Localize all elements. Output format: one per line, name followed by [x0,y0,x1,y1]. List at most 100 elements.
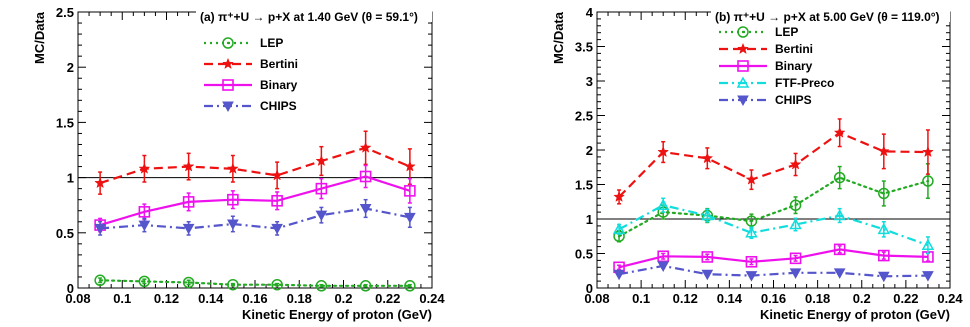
legend-marker [736,76,750,88]
data-point [922,175,934,187]
legend-label: LEP [775,25,798,39]
data-point [877,145,890,157]
legend-item-chips: CHIPS [719,93,812,107]
data-point [877,222,891,235]
circle-marker-ring [922,175,934,187]
chart-panel-a: 0.08 0.1 0.12 0.14 0.16 0.18 0.2 0.22 0.24 0 0.5 1 1… [32,5,445,322]
data-point [403,160,416,172]
data-point [745,173,758,185]
data-point [789,268,802,279]
series-bertini [613,118,934,205]
y-tick-label: 0.5 [56,226,74,241]
data-point [878,249,890,262]
data-point [745,271,758,282]
data-point [789,252,802,265]
x-tick-label: 0.16 [242,291,267,306]
data-point [404,280,416,292]
data-point [701,251,714,263]
data-point [833,209,846,221]
x-tick-label: 0.2 [853,291,871,306]
circle-marker-ring [359,280,372,292]
data-point [315,154,328,167]
legend-label: Bertini [260,57,298,71]
x-tick-label: 0.22 [375,291,400,306]
data-point [404,185,416,197]
legend-marker [222,79,234,91]
legend-label: CHIPS [260,99,297,113]
data-point [182,276,195,289]
data-point [745,226,758,238]
y-tick-label: 2 [67,60,74,75]
data-point [138,162,151,174]
data-point [701,152,714,164]
x-tick-label: 0.18 [805,291,830,306]
y-tick-label: 3 [586,74,593,89]
circle-marker-ring [222,37,234,49]
x-tick-label: 0.14 [198,291,224,306]
data-point [922,145,934,158]
series-line [98,279,411,287]
circle-marker-dot [926,179,930,183]
x-tick-label: 0.12 [673,291,698,306]
data-point [657,250,669,263]
data-point [613,269,625,281]
data-point [612,222,626,235]
x-tick-label: 0.2 [334,291,352,306]
y-tick-label: 1 [67,171,74,186]
data-point [94,223,106,235]
y-tick-label: 1.5 [56,115,74,130]
y-tick-label: 4 [586,5,594,20]
y-tick-label: 0 [67,281,74,296]
legend-item-lep: LEP [719,25,798,39]
data-point [833,126,846,138]
data-point [613,190,625,202]
data-point [404,212,416,224]
data-point [656,198,670,210]
legend-item-chips: CHIPS [204,99,297,113]
legend-label: Binary [775,59,813,73]
x-tick-label: 0.1 [113,291,131,306]
circle-marker-dot [408,284,412,287]
series-bertini [94,130,416,195]
title-box [711,10,950,22]
data-point [833,243,846,256]
legend-marker [737,26,749,38]
circle-marker-ring [315,280,328,292]
y-tick-label: 3.5 [575,40,593,55]
data-point [877,271,890,283]
legend-label: Binary [260,78,298,92]
data-point [271,194,283,207]
plot-frame [596,11,951,289]
y-tick-label: 1.5 [575,178,593,193]
x-tick-label: 0.14 [717,291,743,306]
data-point [921,238,935,250]
legend-marker [737,42,749,55]
legend-label: Bertini [775,42,813,56]
x-tick-label: 0.24 [419,291,445,306]
y-tick-label: 2.5 [56,5,74,20]
circle-marker-dot [750,219,753,223]
circle-marker-ring [833,171,846,184]
circle-marker-ring [182,276,195,289]
legend-label: LEP [260,36,283,50]
data-point [745,215,758,227]
circle-marker-ring [745,215,758,227]
data-point [226,162,239,174]
data-point [315,210,328,222]
circle-marker-dot [617,235,621,238]
data-point [182,196,195,208]
legend-marker [222,37,234,49]
data-point [833,268,846,279]
legend-item-ftf-preco: FTF-Preco [719,76,834,90]
data-point [182,223,195,235]
legend-marker [737,60,749,72]
y-tick-label: 0 [586,281,593,296]
circle-marker-ring [789,199,802,211]
data-point [745,255,758,268]
chart-panel-b: 0.08 0.1 0.12 0.14 0.16 0.18 0.2 0.22 0.24 0 0.5 1 1… [551,5,963,322]
series-line [618,204,929,247]
data-point [227,193,239,206]
y-tick-label: 2 [586,143,593,158]
y-axis-label: MC/Data [551,11,566,64]
circle-marker-dot [275,283,279,286]
